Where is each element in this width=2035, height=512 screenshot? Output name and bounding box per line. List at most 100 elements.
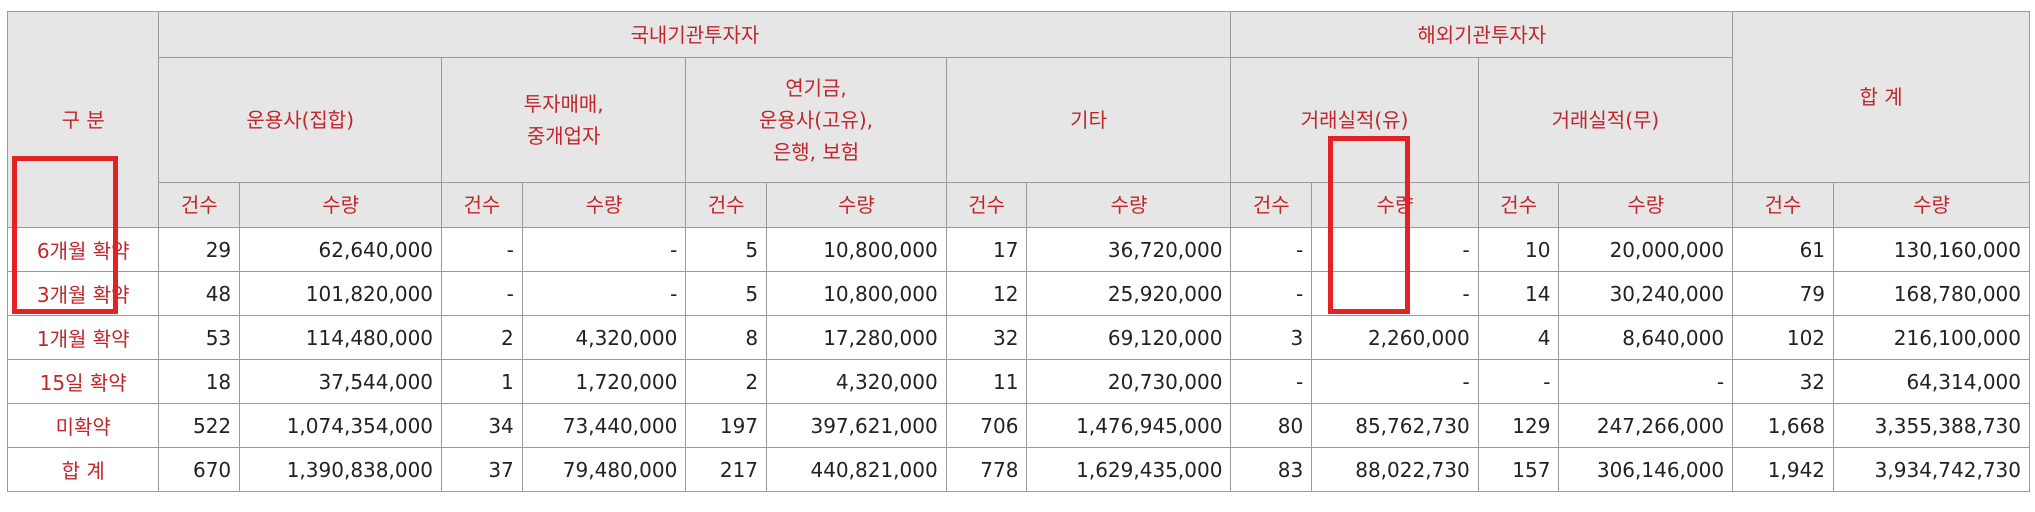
quantity-cell: 216,100,000 xyxy=(1833,315,2030,360)
header-count: 건수 xyxy=(158,182,241,228)
count-cell: 217 xyxy=(685,447,768,492)
count-cell: 32 xyxy=(1732,359,1835,404)
table-row: 미확약 522 1,074,354,000 34 73,440,000 197 397,62… xyxy=(6,403,2030,448)
quantity-cell: 64,314,000 xyxy=(1833,359,2030,404)
quantity-cell: 36,720,000 xyxy=(1026,227,1232,272)
count-cell: 778 xyxy=(945,447,1028,492)
header-group-5: 거래실적(무) xyxy=(1477,57,1734,183)
count-cell: 1,668 xyxy=(1732,403,1835,448)
count-cell: - xyxy=(1230,227,1313,272)
count-cell: 102 xyxy=(1732,315,1835,360)
count-cell: - xyxy=(1477,359,1560,404)
quantity-cell: 306,146,000 xyxy=(1558,447,1734,492)
count-cell: 5 xyxy=(685,271,768,316)
highlight-row-labels xyxy=(12,156,118,314)
header-quantity: 수량 xyxy=(766,182,947,228)
quantity-cell: 1,629,435,000 xyxy=(1026,447,1232,492)
row-label: 미확약 xyxy=(6,403,160,448)
count-cell: 129 xyxy=(1477,403,1560,448)
quantity-cell: 101,820,000 xyxy=(239,271,443,316)
quantity-cell: 1,074,354,000 xyxy=(239,403,443,448)
header-quantity: 수량 xyxy=(239,182,443,228)
count-cell: - xyxy=(441,271,523,316)
quantity-cell: 10,800,000 xyxy=(766,271,947,316)
header-group-1: 투자매매, 중개업자 xyxy=(441,57,687,183)
count-cell: 12 xyxy=(945,271,1028,316)
count-cell: 79 xyxy=(1732,271,1835,316)
quantity-cell: 3,355,388,730 xyxy=(1833,403,2030,448)
highlight-total-count-column xyxy=(1328,136,1410,314)
quantity-cell: 20,730,000 xyxy=(1026,359,1232,404)
quantity-cell: 25,920,000 xyxy=(1026,271,1232,316)
header-count: 건수 xyxy=(1732,182,1835,228)
count-cell: 2 xyxy=(441,315,523,360)
count-cell: 5 xyxy=(685,227,768,272)
header-category: 구 분 xyxy=(6,11,160,228)
quantity-cell: 2,260,000 xyxy=(1311,315,1479,360)
count-cell: 3 xyxy=(1230,315,1313,360)
header-quantity: 수량 xyxy=(1026,182,1232,228)
header-group-2: 연기금, 운용사(고유), 은행, 보험 xyxy=(685,57,947,183)
quantity-cell: 4,320,000 xyxy=(766,359,947,404)
quantity-cell: 440,821,000 xyxy=(766,447,947,492)
quantity-cell: 88,022,730 xyxy=(1311,447,1479,492)
count-cell: 53 xyxy=(158,315,241,360)
table-row: 합 계 670 1,390,838,000 37 79,480,000 217 440,82… xyxy=(6,447,2030,492)
count-cell: 34 xyxy=(441,403,523,448)
count-cell: 1 xyxy=(441,359,523,404)
table-row: 6개월 확약 29 62,640,000- -5 10,800,000 17 36,720,… xyxy=(6,227,2030,272)
count-cell: 2 xyxy=(685,359,768,404)
header-domestic: 국내기관투자자 xyxy=(158,11,1232,58)
count-cell: 157 xyxy=(1477,447,1560,492)
count-cell: 14 xyxy=(1477,271,1560,316)
table-row: 3개월 확약 48 101,820,000- -5 10,800,000 12 25,920… xyxy=(6,271,2030,316)
header-foreign: 해외기관투자자 xyxy=(1230,11,1734,58)
quantity-cell: 17,280,000 xyxy=(766,315,947,360)
count-cell: 18 xyxy=(158,359,241,404)
row-label: 합 계 xyxy=(6,447,160,492)
quantity-cell: 62,640,000 xyxy=(239,227,443,272)
row-label: 15일 확약 xyxy=(6,359,160,404)
quantity-cell: 69,120,000 xyxy=(1026,315,1232,360)
count-cell: 8 xyxy=(685,315,768,360)
quantity-cell: - xyxy=(521,271,687,316)
count-cell: 10 xyxy=(1477,227,1560,272)
count-cell: 83 xyxy=(1230,447,1313,492)
count-cell: 197 xyxy=(685,403,768,448)
header-count: 건수 xyxy=(1230,182,1313,228)
count-cell: 61 xyxy=(1732,227,1835,272)
count-cell: 11 xyxy=(945,359,1028,404)
quantity-cell: - xyxy=(1311,359,1479,404)
header-quantity: 수량 xyxy=(1558,182,1734,228)
quantity-cell: 114,480,000 xyxy=(239,315,443,360)
quantity-cell: 3,934,742,730 xyxy=(1833,447,2030,492)
header-count: 건수 xyxy=(945,182,1028,228)
quantity-cell: 247,266,000 xyxy=(1558,403,1734,448)
header-group-3: 기타 xyxy=(945,57,1232,183)
quantity-cell: 1,390,838,000 xyxy=(239,447,443,492)
quantity-cell: 4,320,000 xyxy=(521,315,687,360)
quantity-cell: 37,544,000 xyxy=(239,359,443,404)
quantity-cell: 8,640,000 xyxy=(1558,315,1734,360)
count-cell: 29 xyxy=(158,227,241,272)
quantity-cell: 168,780,000 xyxy=(1833,271,2030,316)
quantity-cell: 1,476,945,000 xyxy=(1026,403,1232,448)
quantity-cell: - xyxy=(1311,271,1479,316)
row-label: 1개월 확약 xyxy=(6,315,160,360)
table-row: 1개월 확약 53 114,480,000 2 4,320,000 8 17,280,000… xyxy=(6,315,2030,360)
quantity-cell: 130,160,000 xyxy=(1833,227,2030,272)
quantity-cell: 20,000,000 xyxy=(1558,227,1734,272)
count-cell: - xyxy=(1230,271,1313,316)
header-group-4: 거래실적(유) xyxy=(1230,57,1479,183)
count-cell: 706 xyxy=(945,403,1028,448)
header-count: 건수 xyxy=(1477,182,1560,228)
table-row: 15일 확약 18 37,544,000 1 1,720,000 2 4,320,000 11… xyxy=(6,359,2030,404)
quantity-cell: 85,762,730 xyxy=(1311,403,1479,448)
lockup-allocation-table-container: 구 분 국내기관투자자 해외기관투자자 합 계 운용사(집합) 투자매매, 중개업… xyxy=(6,11,2030,493)
count-cell: 80 xyxy=(1230,403,1313,448)
quantity-cell: - xyxy=(521,227,687,272)
header-quantity: 수량 xyxy=(521,182,687,228)
header-total: 합 계 xyxy=(1732,11,2030,183)
quantity-cell: 10,800,000 xyxy=(766,227,947,272)
count-cell: 32 xyxy=(945,315,1028,360)
